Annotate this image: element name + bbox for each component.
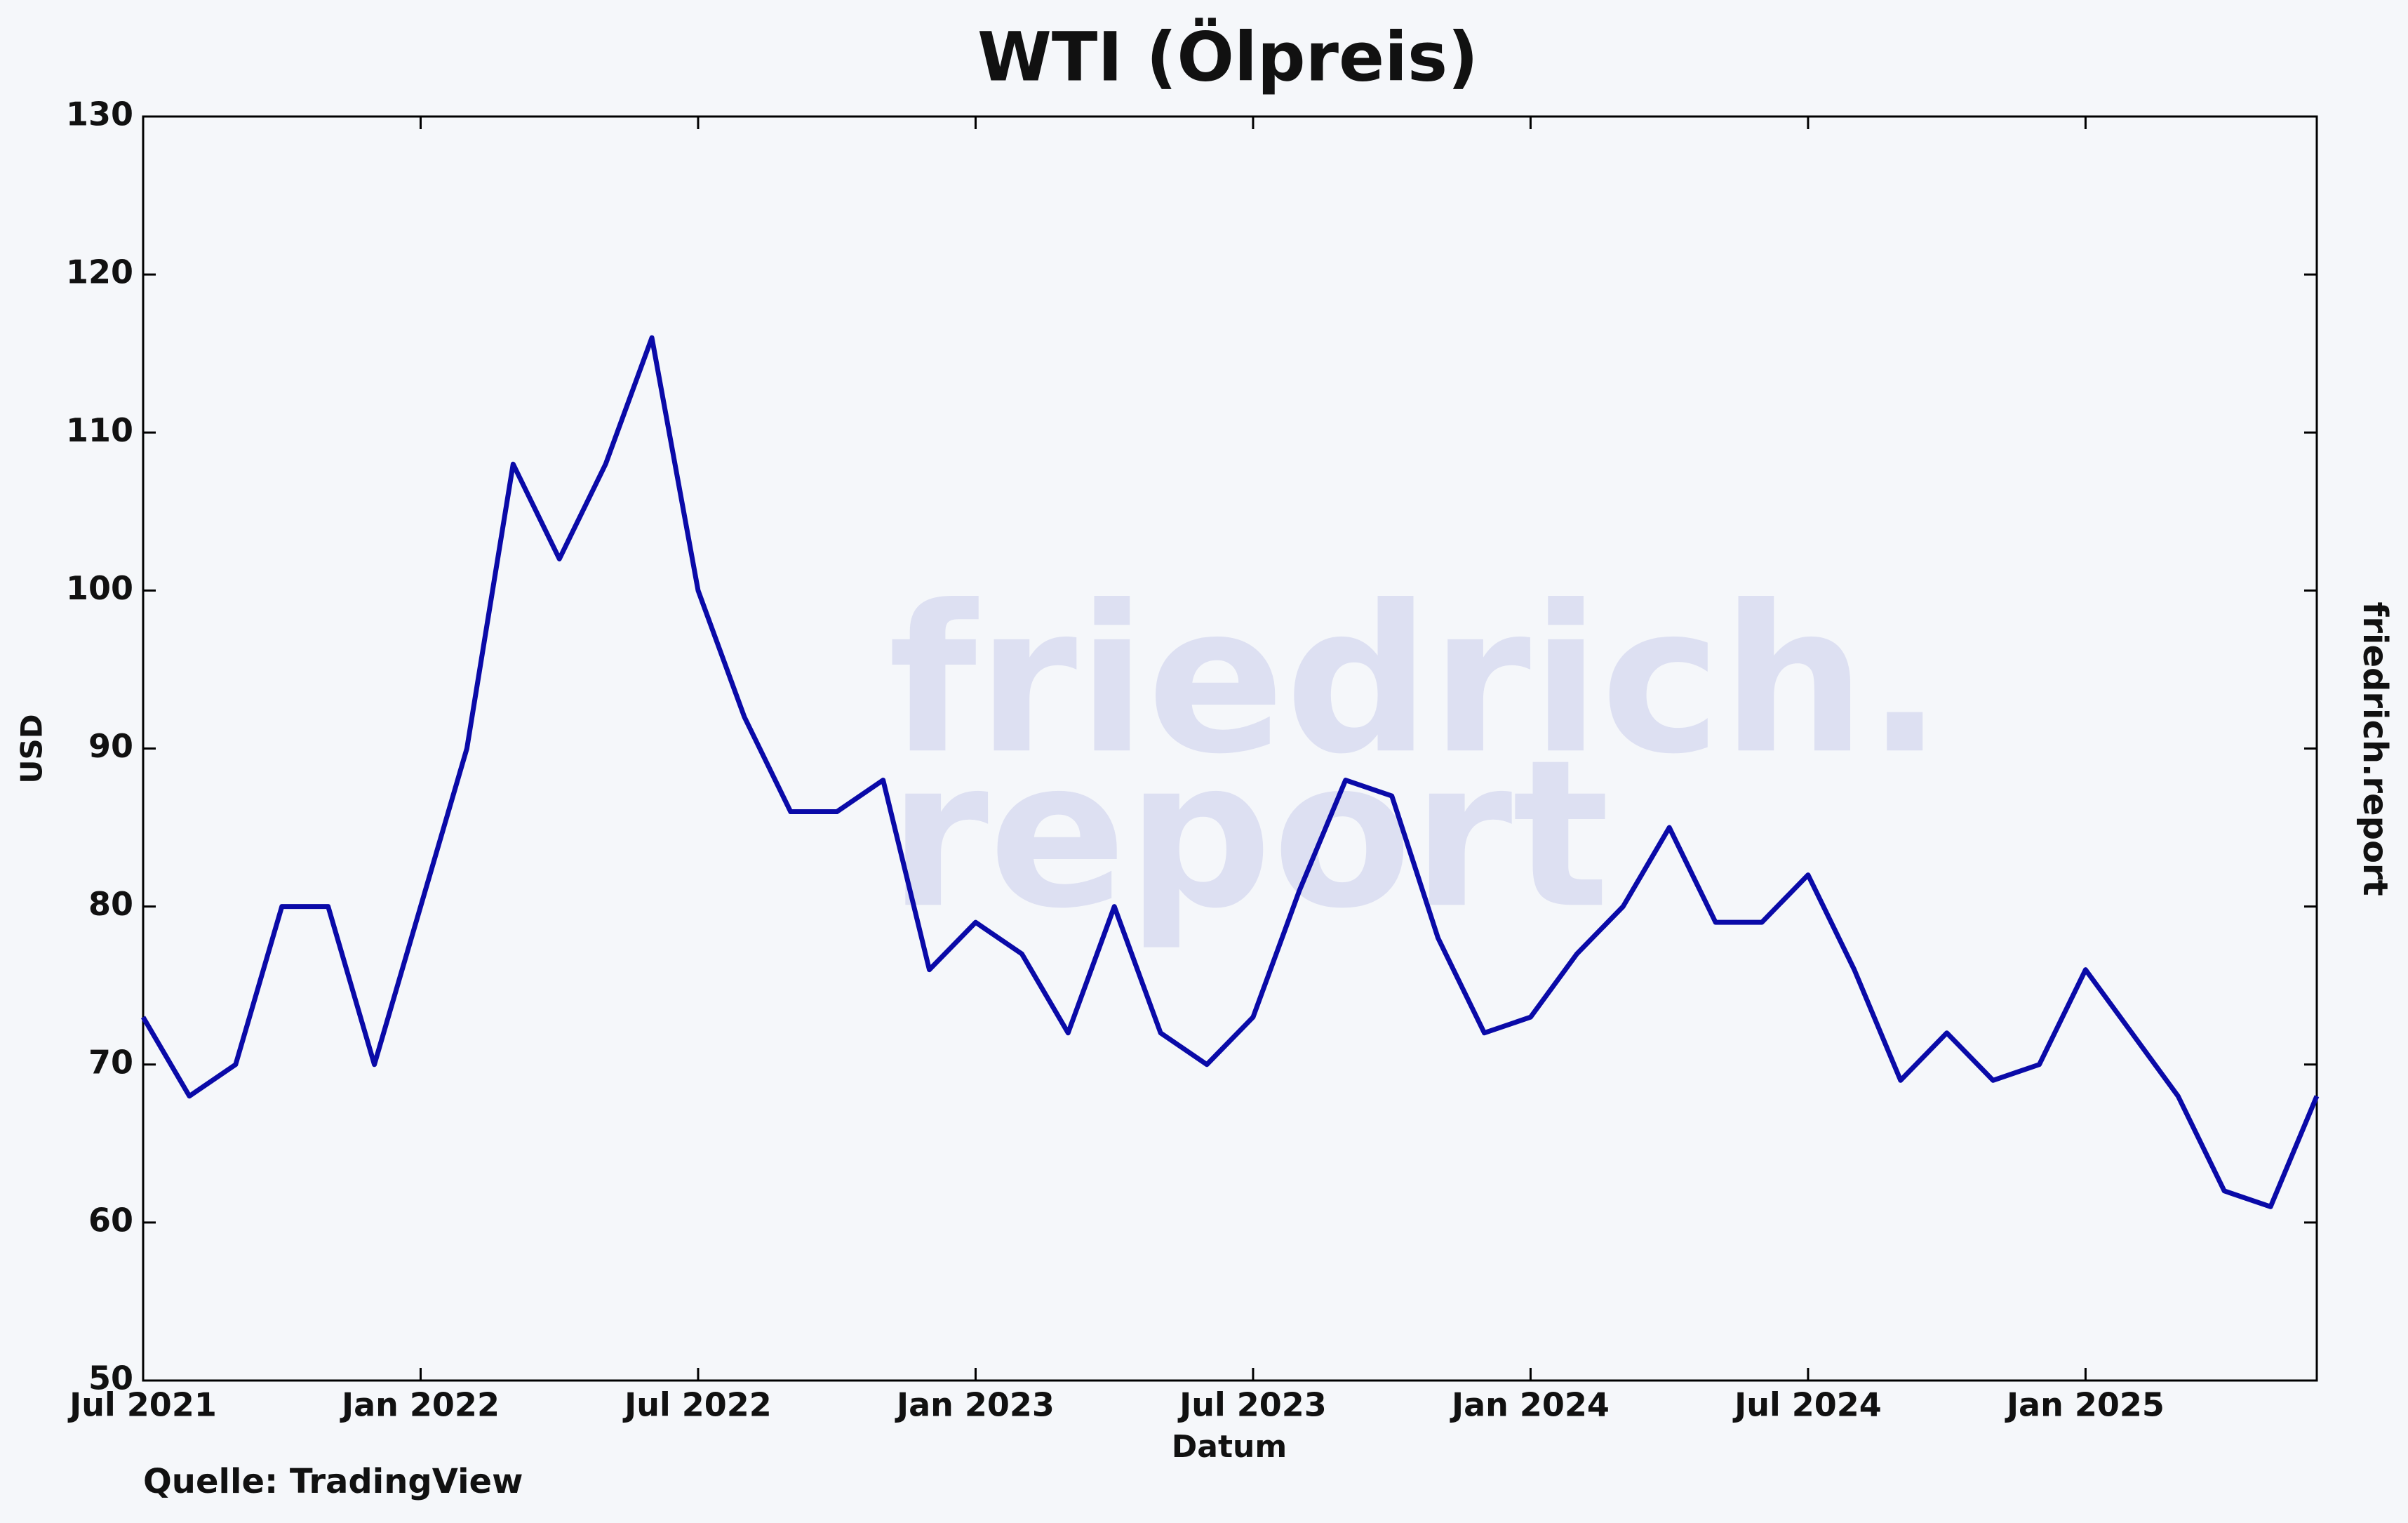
y-tick-label: 80 [88,885,133,923]
y-axis-label: USD [15,714,49,783]
watermark: friedrich. [888,562,1944,799]
x-tick-label: Jan 2025 [2005,1386,2165,1424]
side-label: friedrich.report [2355,601,2395,896]
y-tick-label: 100 [66,569,133,607]
x-tick-label: Jul 2024 [1732,1386,1882,1424]
y-tick-label: 60 [88,1201,133,1239]
y-tick-label: 50 [88,1359,133,1397]
x-tick-label: Jul 2022 [622,1386,772,1424]
line [140,335,2320,1209]
y-tick-label: 110 [66,411,133,449]
y-tick-label: 90 [88,727,133,765]
chart-title: WTI (Ölpreis) [977,17,1478,96]
x-tick-label: Jan 2024 [1450,1386,1610,1424]
y-tick-label: 130 [66,95,133,133]
x-tick-label: Jul 2023 [1177,1386,1327,1424]
y-tick-label: 70 [88,1043,133,1081]
plot-frame [142,115,2318,1382]
source: Quelle: TradingView [143,1462,523,1501]
x-axis-label: Datum [1172,1429,1287,1465]
watermark: report [888,717,1610,953]
x-tick-label: Jan 2023 [895,1386,1055,1424]
x-tick-label: Jan 2022 [340,1386,500,1424]
x-tick-label: Jul 2021 [67,1386,217,1424]
y-tick-label: 120 [66,253,133,291]
